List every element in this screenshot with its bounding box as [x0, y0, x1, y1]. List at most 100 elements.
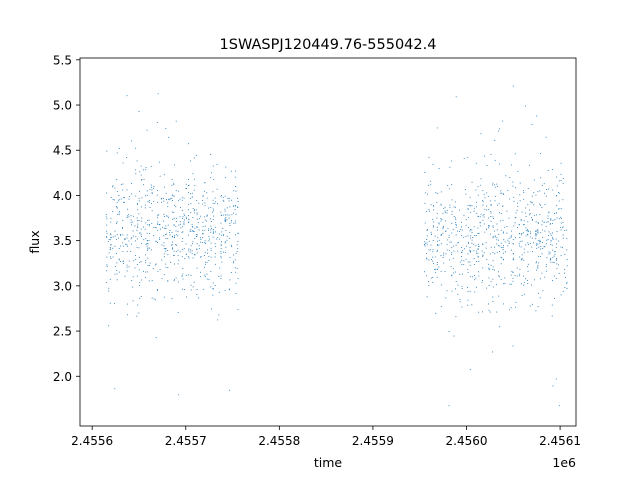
data-point	[235, 282, 237, 284]
data-point	[110, 244, 112, 246]
data-point	[437, 237, 439, 239]
data-point	[126, 270, 128, 272]
data-point	[518, 224, 520, 226]
data-point	[229, 222, 231, 224]
data-point	[126, 95, 128, 97]
data-point	[545, 266, 547, 268]
data-point	[204, 219, 206, 221]
data-point	[202, 233, 204, 235]
data-point	[565, 276, 566, 278]
data-point	[459, 229, 461, 230]
data-point	[559, 226, 561, 228]
data-point	[527, 204, 529, 206]
data-point	[520, 219, 522, 221]
data-point	[471, 181, 473, 183]
data-point	[502, 232, 504, 234]
data-point	[443, 208, 445, 210]
data-point	[112, 247, 114, 249]
data-point	[169, 198, 171, 199]
data-point	[564, 253, 566, 255]
data-point	[535, 233, 537, 235]
data-point	[475, 260, 477, 262]
data-point	[178, 224, 180, 226]
data-point	[177, 249, 179, 251]
data-point	[455, 244, 457, 246]
data-point	[174, 164, 176, 166]
data-point	[490, 212, 492, 214]
data-point	[528, 244, 529, 245]
data-point	[194, 212, 196, 214]
data-point	[171, 211, 173, 213]
data-point	[221, 261, 223, 263]
data-point	[503, 283, 505, 285]
data-point	[165, 234, 166, 236]
data-point	[167, 202, 169, 204]
data-point	[496, 237, 498, 239]
data-point	[220, 248, 222, 250]
data-point	[187, 234, 189, 236]
data-point	[529, 236, 531, 238]
data-point	[545, 263, 547, 265]
data-point	[540, 232, 542, 234]
data-point	[140, 174, 142, 176]
y-axis-label: flux	[27, 230, 42, 253]
data-point	[548, 253, 550, 255]
data-point	[469, 250, 471, 252]
data-point	[453, 268, 454, 270]
data-point	[138, 232, 140, 234]
data-point	[498, 245, 500, 247]
data-point	[424, 245, 426, 247]
data-point	[173, 182, 175, 184]
data-point	[206, 220, 207, 222]
data-point	[219, 233, 220, 235]
data-point	[155, 337, 157, 339]
data-point	[553, 261, 555, 263]
data-point	[526, 280, 528, 281]
data-point	[547, 188, 549, 190]
data-point	[426, 239, 428, 240]
data-point	[535, 231, 537, 233]
data-point	[141, 197, 143, 199]
data-point	[211, 172, 212, 174]
data-point	[536, 214, 538, 216]
data-point	[182, 278, 184, 280]
data-point	[536, 269, 537, 271]
data-point	[531, 201, 533, 203]
data-point	[202, 195, 204, 197]
data-point	[487, 195, 489, 197]
data-point	[192, 231, 194, 232]
data-point	[190, 284, 192, 286]
data-point	[151, 203, 152, 204]
data-point	[108, 252, 110, 254]
data-point	[199, 237, 201, 239]
data-point	[498, 239, 499, 241]
data-point	[434, 256, 436, 258]
data-point	[165, 225, 167, 227]
data-point	[500, 279, 502, 281]
data-point	[492, 296, 494, 298]
data-point	[237, 241, 239, 242]
data-point	[204, 263, 206, 265]
data-point	[196, 252, 198, 254]
data-point	[496, 243, 498, 245]
data-point	[529, 164, 531, 166]
data-point	[192, 226, 194, 228]
data-point	[448, 249, 450, 251]
data-point	[435, 312, 437, 314]
data-point	[171, 194, 173, 196]
data-point	[127, 208, 128, 210]
data-point	[224, 241, 226, 243]
data-point	[228, 217, 230, 219]
data-point	[496, 223, 498, 225]
data-point	[106, 192, 108, 194]
data-point	[525, 227, 527, 229]
data-point	[177, 235, 179, 237]
data-point	[196, 225, 198, 227]
data-point	[502, 248, 504, 250]
data-point	[548, 212, 550, 214]
data-point	[550, 218, 552, 220]
data-point	[168, 198, 170, 200]
data-point	[531, 124, 533, 126]
data-point	[146, 194, 148, 196]
data-point	[214, 256, 216, 258]
